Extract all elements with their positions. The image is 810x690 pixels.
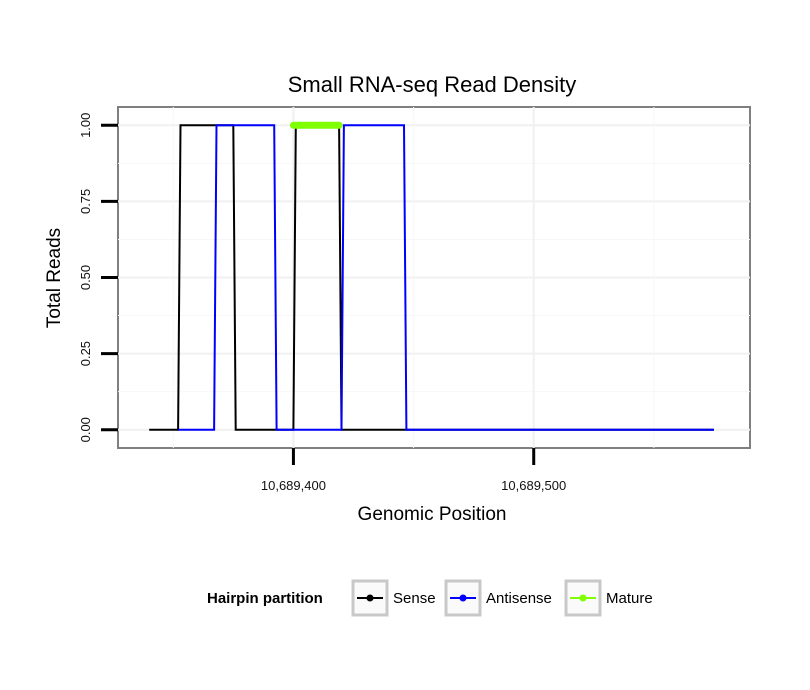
legend-label-antisense: Antisense (486, 590, 552, 607)
legend-key-dot (579, 594, 587, 602)
y-tick-label: 0.25 (78, 341, 93, 366)
series-line-antisense (178, 124, 714, 431)
y-axis-ticks: 0.00 0.25 0.50 0.75 1.00 (78, 113, 118, 442)
legend-label-sense: Sense (393, 590, 436, 607)
legend: Hairpin partition Sense Antisense Mature (207, 579, 653, 617)
legend-key-dot (366, 594, 374, 602)
x-tick-label: 10,689,400 (261, 478, 326, 493)
x-tick-label: 10,689,500 (501, 478, 566, 493)
y-tick-label: 0.50 (78, 265, 93, 290)
chart-title: Small RNA-seq Read Density (288, 72, 577, 97)
y-tick-label: 0.75 (78, 189, 93, 214)
series-layer (149, 121, 714, 431)
x-axis-title: Genomic Position (358, 504, 507, 525)
legend-label-mature: Mature (606, 590, 653, 607)
legend-key-dot (459, 594, 467, 602)
y-tick-label: 1.00 (78, 113, 93, 138)
y-tick-label: 0.00 (78, 417, 93, 442)
series-line-sense (149, 124, 714, 431)
x-axis-ticks: 10,689,400 10,689,500 (261, 448, 566, 493)
y-axis-title: Total Reads (44, 228, 65, 328)
legend-title: Hairpin partition (207, 590, 323, 607)
